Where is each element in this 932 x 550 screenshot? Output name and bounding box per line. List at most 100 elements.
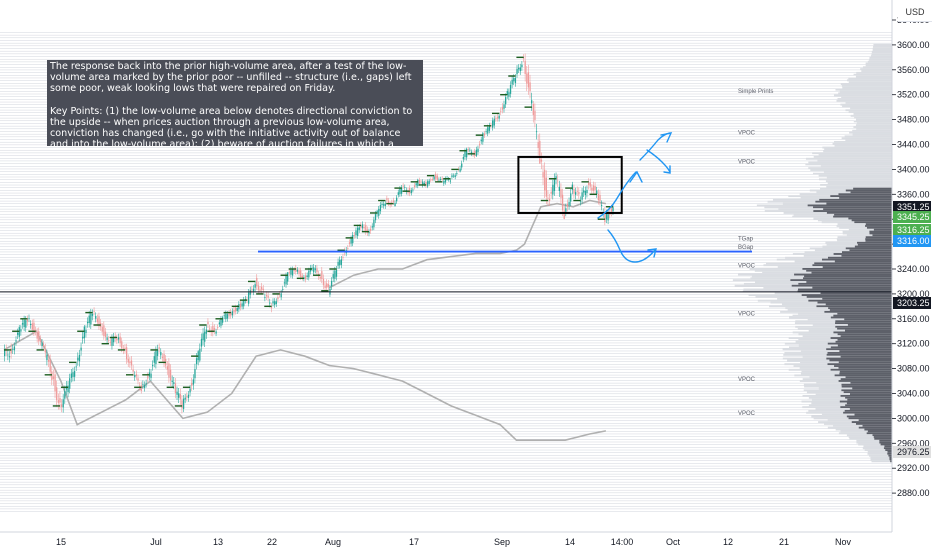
y-tick-label: 3480.00: [897, 115, 930, 125]
candle-body: [218, 322, 221, 325]
candle-body: [254, 284, 256, 288]
arrow-drawing[interactable]: [629, 170, 643, 183]
candle-body: [285, 275, 287, 285]
arrow-drawing[interactable]: [647, 248, 657, 258]
candle-body: [291, 269, 294, 276]
y-tick-label: 2920.00: [897, 463, 930, 473]
profile-bar-outer: [853, 120, 892, 123]
candle-body: [290, 269, 292, 275]
candle-body: [592, 185, 595, 192]
candle-body: [137, 378, 139, 381]
candle-body: [425, 182, 427, 186]
profile-bar-outer: [852, 129, 892, 132]
candle-body: [518, 67, 520, 70]
candle-body: [610, 208, 613, 213]
profile-bar-inner: [849, 393, 892, 396]
candle-body: [444, 178, 447, 183]
profile-bar-inner: [814, 262, 892, 265]
candle-body: [469, 149, 471, 151]
candle-body: [226, 314, 229, 319]
candle-body: [553, 178, 556, 192]
profile-bar-inner: [829, 359, 892, 362]
time-axis-bg: [0, 532, 932, 550]
candle-body: [347, 247, 349, 249]
candle-body: [337, 261, 339, 266]
profile-bar-outer: [841, 84, 892, 87]
profile-bar-outer: [840, 103, 892, 106]
time-axis[interactable]: 15 Jul 13 22 Aug 17 Sep 14 14:00 Oct 12 21 Nov: [0, 531, 932, 550]
candle-body: [51, 371, 53, 380]
candle-body: [52, 376, 55, 379]
candle-body: [607, 214, 609, 221]
candle-body: [340, 259, 343, 265]
user-drawings[interactable]: [517, 132, 673, 263]
profile-bar-outer: [846, 79, 892, 82]
balance-box[interactable]: [517, 155, 623, 214]
candle-body: [475, 149, 478, 156]
arrow-drawing[interactable]: [646, 149, 671, 173]
profile-bar-outer: [850, 114, 892, 117]
candle-body: [368, 231, 370, 234]
horizontal-levels: [0, 32, 892, 512]
candle-body: [62, 399, 64, 408]
annotation-paragraph-1: The response back into the prior high-vo…: [50, 61, 412, 95]
profile-bar-inner: [829, 309, 892, 311]
candle-body: [526, 73, 528, 84]
profile-bar-inner: [839, 197, 892, 199]
profile-bar-inner: [820, 292, 892, 295]
profile-bar-inner: [802, 268, 892, 270]
price-axis[interactable]: 3640.003600.003560.003520.003480.003440.…: [891, 0, 932, 550]
candles[interactable]: [4, 53, 614, 414]
profile-bar-inner: [879, 441, 892, 444]
candle-body: [109, 341, 112, 343]
arrow-drawing[interactable]: [663, 165, 671, 174]
candle-body: [529, 82, 531, 92]
candle-body: [129, 361, 131, 364]
currency-button[interactable]: USD: [898, 4, 932, 22]
x-tick-label: 22: [267, 537, 277, 547]
profile-bar-inner: [890, 460, 892, 463]
profile-bar-outer: [867, 60, 892, 63]
candle-body: [298, 270, 300, 275]
candle-body: [101, 326, 103, 332]
profile-bar-outer: [810, 169, 892, 171]
candle-body: [576, 190, 578, 192]
arrow-drawing[interactable]: [607, 229, 656, 263]
analysis-annotation[interactable]: The response back into the prior high-vo…: [47, 60, 423, 146]
candle-body: [561, 194, 564, 211]
profile-bar-inner: [864, 428, 892, 431]
candle-body: [64, 390, 66, 399]
profile-bar-inner: [825, 303, 892, 306]
profile-bar-outer: [856, 127, 892, 130]
arrow-drawing[interactable]: [597, 171, 637, 219]
profile-bar-outer: [841, 96, 892, 99]
candle-body: [322, 278, 325, 286]
y-tick-label: 2960.00: [897, 438, 930, 448]
arrow-drawing[interactable]: [660, 132, 673, 143]
candle-body: [381, 203, 383, 206]
profile-bar-inner: [811, 271, 892, 274]
candle-body: [384, 203, 386, 206]
candle-body: [452, 175, 455, 177]
profile-bar-inner: [839, 350, 892, 353]
y-tick-label: 3600.00: [897, 40, 930, 50]
candle-body: [230, 312, 232, 316]
profile-bar-inner: [841, 254, 892, 257]
profile-bar-inner: [790, 279, 892, 282]
profile-bar-inner: [804, 275, 892, 278]
profile-bar-inner: [865, 223, 892, 226]
candle-body: [4, 349, 6, 357]
profile-bar-outer: [805, 157, 892, 160]
candle-body: [565, 208, 567, 212]
candle-body: [365, 224, 367, 232]
profile-bar-inner: [833, 215, 892, 218]
price-label-box: [893, 224, 931, 236]
profile-bar-outer: [870, 458, 892, 461]
profile-bar-outer: [818, 154, 892, 156]
profile-bar-outer: [853, 126, 892, 128]
profile-bar-inner: [826, 211, 892, 214]
candle-body: [449, 180, 452, 182]
candle-body: [493, 118, 495, 126]
